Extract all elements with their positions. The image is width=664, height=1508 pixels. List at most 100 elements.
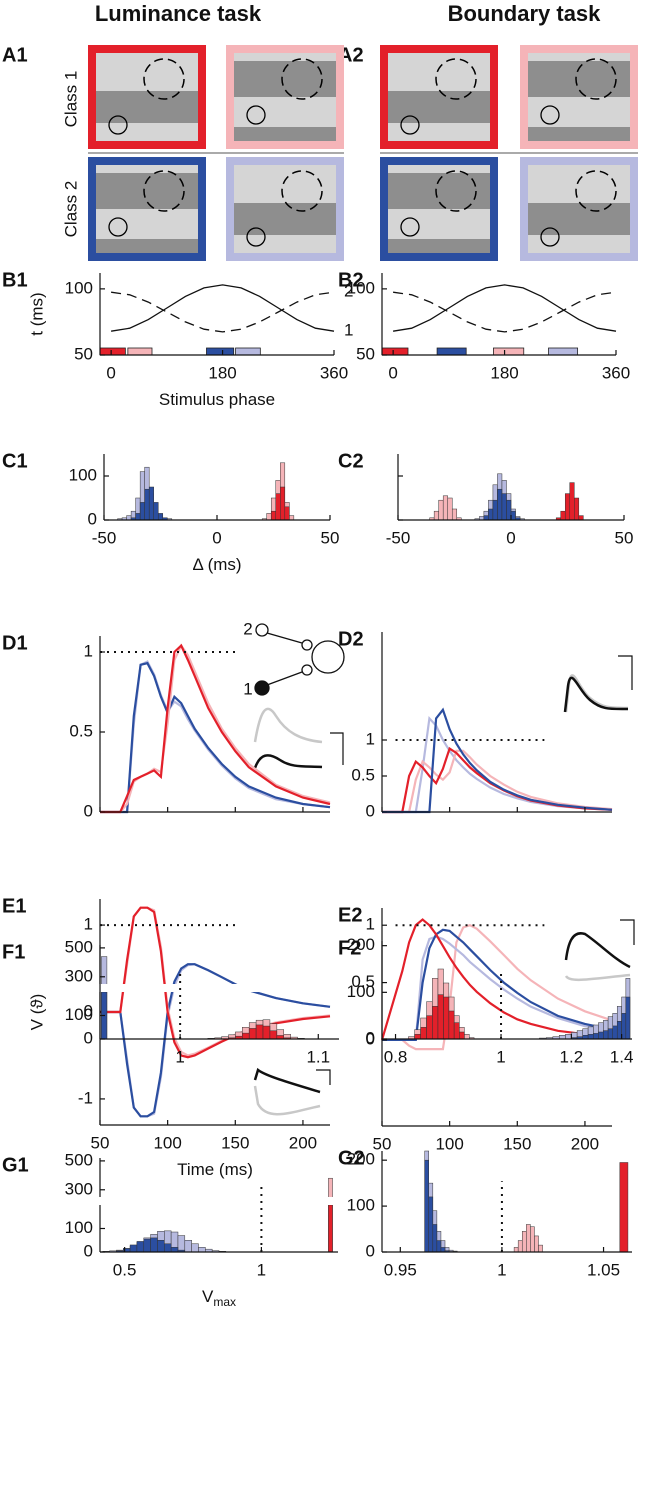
hist-bar: [517, 1240, 523, 1253]
hist-bar: [569, 482, 575, 521]
hist-bar: [289, 515, 295, 521]
y-tick-label: 0.5: [351, 765, 375, 784]
panel: G2 0 100 200 0.95 1 1.05: [338, 1147, 632, 1279]
hist-bar: [506, 499, 512, 521]
x-tick-label: -50: [92, 528, 117, 547]
x-tick-label: 0.5: [113, 1260, 137, 1279]
x-tick-label: 1.1: [306, 1047, 330, 1066]
hist-bar: [448, 1010, 455, 1040]
y-tick-label: 0.5: [69, 721, 93, 740]
y-tick-label: 100: [347, 1196, 375, 1215]
y-axis-label: V (ϑ): [27, 994, 46, 1031]
panel-label: B2: [338, 269, 364, 291]
inset-d1: [253, 623, 345, 769]
y-tick-label: 50: [356, 344, 375, 363]
phase-band: [99, 347, 126, 356]
y-tick-label: 200: [347, 1150, 375, 1169]
panel-label: F1: [2, 941, 25, 963]
y-tick-label: 500: [65, 937, 93, 956]
hist-bar: [143, 1238, 151, 1253]
hist-bar: [565, 1034, 572, 1040]
x-tick-label: 200: [571, 1134, 599, 1153]
hist-bar: [136, 1241, 145, 1253]
line: [392, 284, 617, 332]
hist-bar: [510, 510, 516, 521]
phase-band: [381, 347, 409, 356]
panel: F2 0 100 200 0.8 1 1.2 1.4: [338, 935, 633, 1066]
hist-bar: [153, 502, 159, 521]
hist-bar: [426, 1015, 433, 1040]
x-axis-label: Vmax: [202, 1287, 236, 1309]
x-tick-label: 150: [503, 1134, 531, 1153]
class-label: Class 2: [61, 181, 80, 238]
neuron-label: 2: [243, 619, 252, 638]
axis-break-gap: [101, 1197, 339, 1205]
phase-band: [206, 347, 235, 356]
x-tick-label: 360: [320, 363, 348, 382]
x-tick-label: 1: [257, 1260, 266, 1279]
hist-bar: [442, 495, 448, 521]
inset-d2: [563, 655, 633, 713]
y-tick-label: 100: [69, 465, 97, 484]
hist-bar: [280, 486, 286, 521]
hist-bar: [598, 1031, 604, 1040]
x-axis-label: Δ (ms): [192, 555, 241, 574]
hist-bar: [157, 1240, 165, 1253]
hist-bar: [157, 513, 164, 521]
hist-bar: [560, 510, 566, 521]
panel-label: C2: [338, 450, 364, 472]
y-tick-label: 100: [347, 982, 375, 1001]
hist-bar: [433, 510, 439, 521]
hist-bar: [248, 1028, 257, 1040]
x-tick-label: 50: [321, 528, 340, 547]
neuron-label: 1: [243, 679, 252, 698]
panel-label: F2: [338, 937, 361, 959]
hist-bar: [191, 1243, 199, 1253]
panel-label: A2: [338, 44, 364, 66]
hist-bar: [284, 506, 290, 521]
hist-bar: [424, 1159, 429, 1253]
y-tick-label: 0: [366, 1029, 375, 1048]
hist-bar: [488, 508, 494, 521]
x-tick-label: 0: [212, 528, 221, 547]
hist-bar: [501, 493, 507, 521]
x-tick-label: 1.05: [587, 1260, 620, 1279]
hist-bar: [447, 497, 453, 521]
x-axis-label-text: Δ (ms): [192, 555, 241, 574]
y-tick-label: 0: [84, 1241, 93, 1260]
hist-bar: [135, 513, 141, 521]
hist-bar: [129, 1244, 138, 1253]
phase-band: [493, 347, 525, 356]
x-axis-label: Stimulus phase: [159, 390, 275, 409]
hist-bar: [497, 488, 503, 521]
phase-band: [436, 347, 467, 356]
hist-bar: [483, 515, 489, 521]
column-title: Boundary task: [448, 1, 602, 26]
y-tick-label: 100: [65, 1005, 93, 1024]
x-tick-label: 1: [175, 1047, 184, 1066]
hist-bar: [170, 1247, 179, 1253]
hist-bar: [270, 510, 277, 521]
x-tick-label: 180: [208, 363, 236, 382]
y-tick-label: 100: [347, 278, 375, 297]
panel: B1 1 2 50 100 0 180 360 Stimulus phase t (ms): [2, 269, 353, 409]
line: [393, 291, 617, 333]
y-tick-label: 0: [366, 801, 375, 820]
panel-label: G1: [2, 1154, 29, 1176]
y-tick-label: 500: [65, 1150, 93, 1169]
hist-bar: [150, 1237, 158, 1253]
hist-bar: [428, 1196, 434, 1253]
panel-label: E2: [338, 904, 362, 926]
x-tick-label: 200: [289, 1133, 317, 1152]
hist-bar: [603, 1030, 609, 1040]
hist-bar: [464, 1034, 470, 1040]
x-tick-label: 50: [615, 528, 634, 547]
hist-bar: [164, 1243, 172, 1253]
hist-bar: [621, 1013, 627, 1040]
hist-bar: [616, 1021, 622, 1040]
inset-e1: [253, 1067, 331, 1116]
hist-bar: [198, 1247, 206, 1253]
